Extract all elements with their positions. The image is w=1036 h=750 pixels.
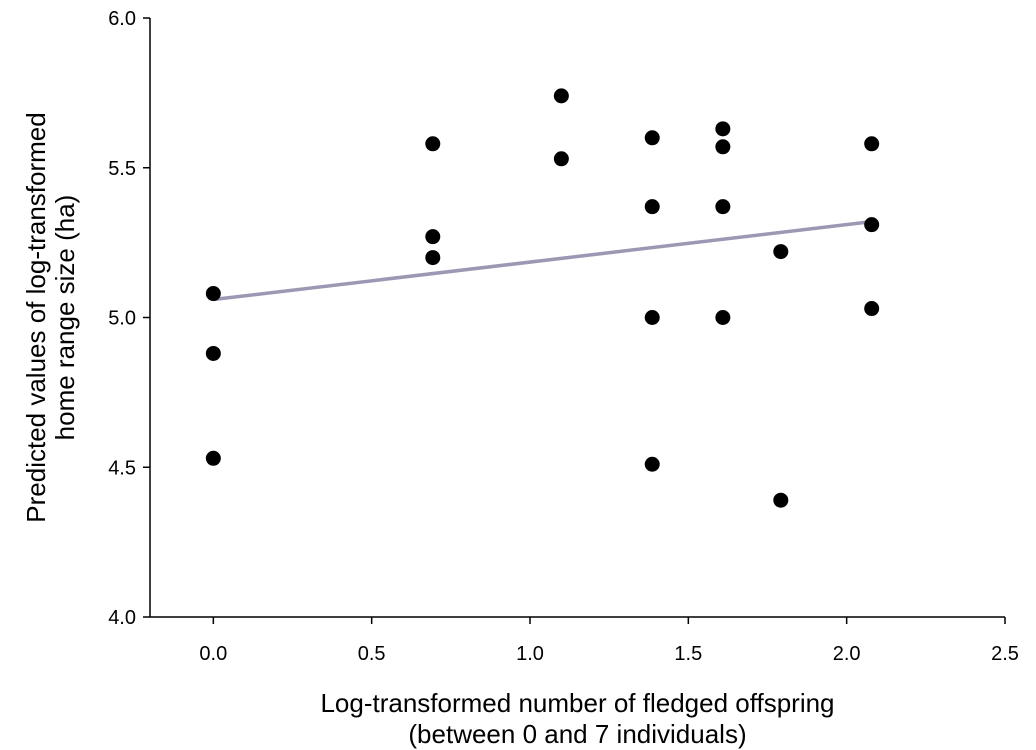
x-tick-label: 2.0 [833,643,861,665]
data-point [715,310,731,325]
data-point [644,130,660,146]
x-tick-label: 2.5 [991,643,1019,665]
y-axis-title-line-2: home range size (ha) [50,195,80,441]
y-tick-label: 4.5 [108,457,136,479]
x-tick-label: 0.0 [199,643,227,665]
data-point [425,250,441,266]
x-axis-title-line-2: (between 0 and 7 individuals) [408,719,746,749]
data-point [864,217,880,233]
data-point [553,151,569,167]
x-axis-title-line-1: Log-transformed number of fledged offspr… [320,688,834,718]
data-point [864,136,880,152]
data-point [205,450,221,466]
data-point [773,244,789,260]
y-ticks: 4.0 4.5 5.0 5.5 6.0 [108,8,150,629]
x-tick-label: 1.0 [516,643,544,665]
x-tick-label: 0.5 [358,643,386,665]
axes: 4.0 4.5 5.0 5.5 6.0 0.0 0.5 1.0 1.5 2.0 2.5 [108,8,1019,665]
fit-line-group [213,219,872,302]
data-point [715,139,731,155]
x-tick-label: 1.5 [674,643,702,665]
y-tick-label: 6.0 [108,8,136,30]
data-point [205,345,221,361]
y-axis-title-line-1: Predicted values of log-transformed [21,112,51,522]
fit-line [213,219,872,302]
data-point [773,492,789,508]
data-point [644,310,660,325]
data-point [864,301,880,317]
data-point [425,136,441,152]
y-tick-label: 5.0 [108,308,136,330]
data-point [644,199,660,215]
data-point [425,229,441,245]
data-point [644,456,660,472]
x-ticks: 0.0 0.5 1.0 1.5 2.0 2.5 [199,617,1019,665]
data-point [715,121,731,137]
y-tick-label: 4.0 [108,607,136,629]
data-point [205,286,221,302]
data-point [715,199,731,215]
data-points [205,88,880,508]
data-point [553,88,569,104]
y-tick-label: 5.5 [108,158,136,180]
